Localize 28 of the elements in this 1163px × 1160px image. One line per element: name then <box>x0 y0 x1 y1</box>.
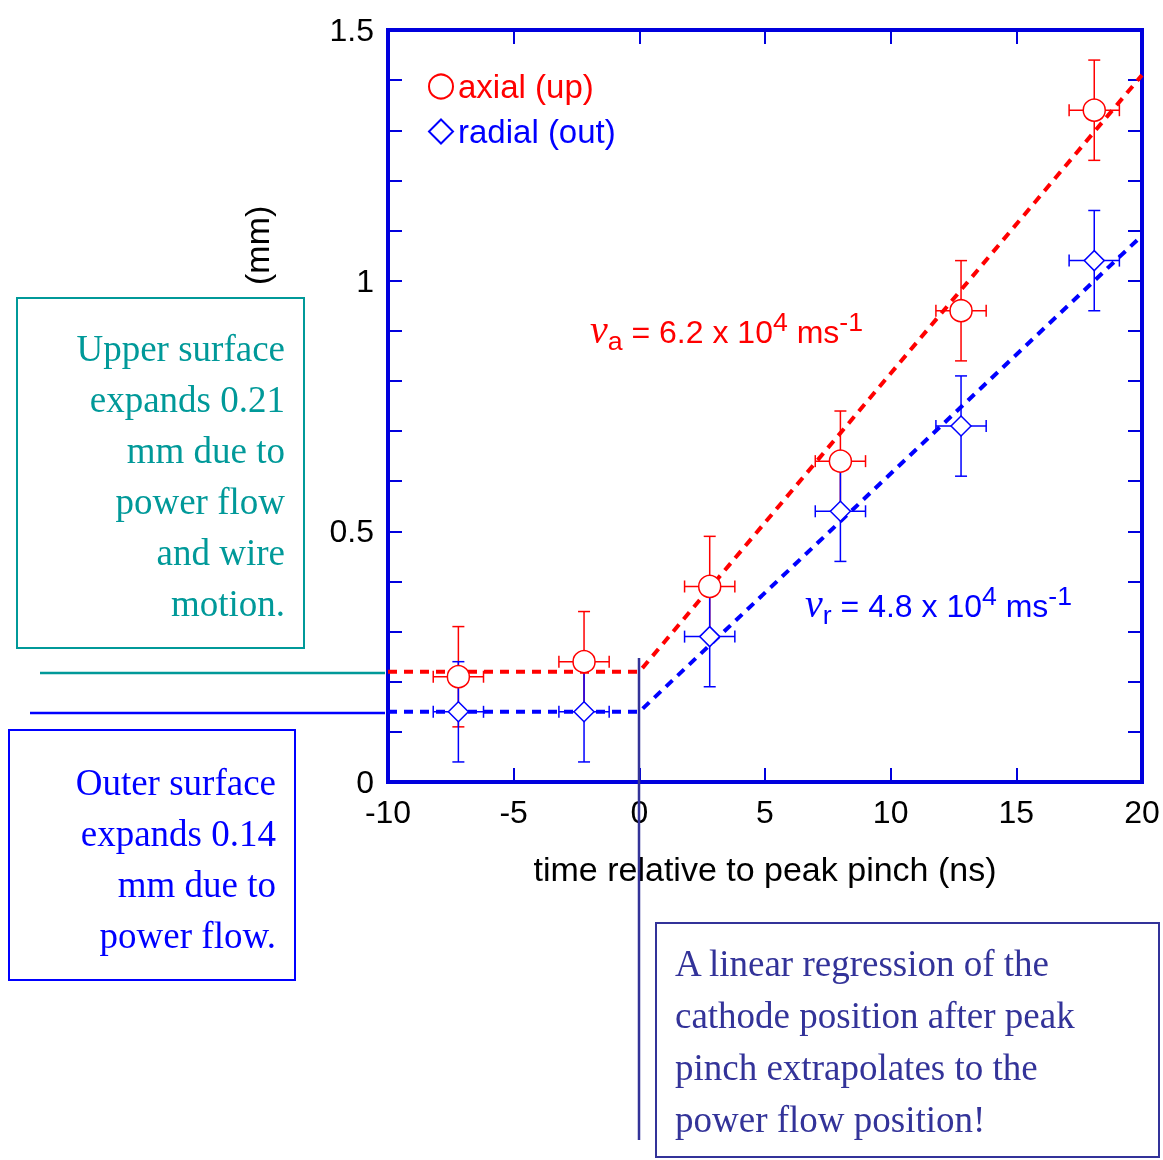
point <box>949 299 973 323</box>
text: Outer surface expands 0.14 mm due to power flow. <box>8 729 296 981</box>
point <box>698 625 721 648</box>
annotation: v$_{r}$ = 4.8 x 10$^{4}$ ms$^{-1}$ <box>805 580 1073 632</box>
point <box>447 701 470 723</box>
x-tick-label: 15 <box>998 794 1035 830</box>
text: Upper surface expands 0.21 mm due to power flow and wire motion. <box>16 297 305 649</box>
text: A linear regression of the cathode position after peak pinch extrapolates to the power flow position! <box>655 922 1160 1158</box>
point <box>572 649 596 674</box>
y-tick-label: 1 <box>356 262 374 299</box>
legend-label: radial (out) <box>458 113 616 150</box>
x-tick-label: 10 <box>872 794 909 830</box>
x-tick-label: -5 <box>499 794 528 830</box>
legend-label: axial (up) <box>458 68 594 105</box>
point <box>573 701 595 723</box>
point <box>1082 98 1106 122</box>
point <box>828 449 853 473</box>
point <box>446 664 471 689</box>
y-axis-title: (mm) <box>238 205 277 285</box>
y-tick-label: 0.5 <box>329 513 374 550</box>
point <box>697 574 722 599</box>
x-tick-label: 20 <box>1124 794 1160 830</box>
y-tick-label: 1.5 <box>329 12 374 48</box>
x-tick-label: 5 <box>756 794 774 830</box>
point <box>950 415 972 437</box>
point <box>829 500 852 523</box>
point <box>1083 249 1105 272</box>
annotation: v$_{a}$ = 6.2 x 10$^{4}$ ms$^{-1}$ <box>590 306 863 358</box>
